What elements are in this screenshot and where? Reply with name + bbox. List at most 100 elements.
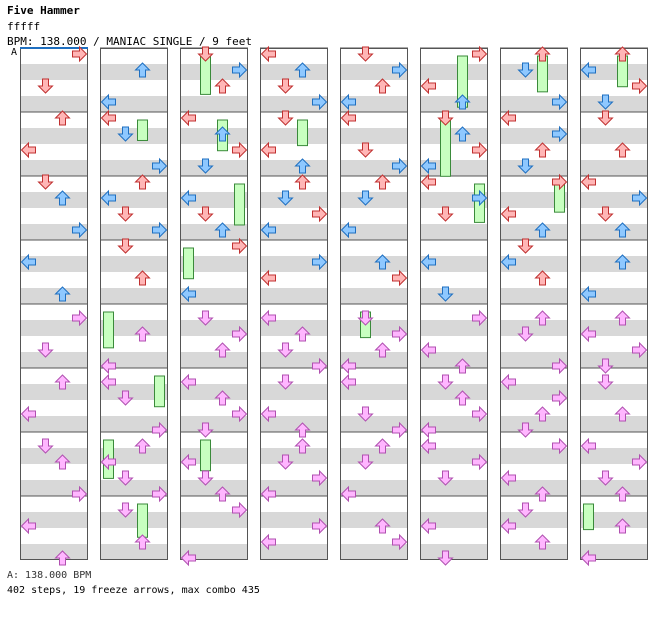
beat-stripe (20, 224, 88, 240)
beat-stripe (500, 384, 568, 400)
step-arrow (392, 157, 408, 175)
chart-info: BPM: 138.000 / MANIAC SINGLE / 9 feet (7, 35, 253, 48)
beat-stripe (340, 544, 408, 560)
step-arrow (420, 437, 436, 455)
column-border (100, 48, 168, 560)
step-arrow (500, 373, 516, 391)
step-arrow (72, 485, 88, 503)
beat-stripe (420, 96, 488, 112)
beat-stripe (580, 224, 648, 240)
step-arrow (294, 326, 311, 342)
step-arrow (20, 405, 36, 423)
beat-stripe (340, 160, 408, 176)
step-arrow (180, 189, 196, 207)
beat-stripe (420, 352, 488, 368)
beat-stripe (20, 320, 88, 336)
step-arrow (100, 93, 116, 111)
step-arrow (100, 357, 116, 375)
step-arrow (312, 517, 328, 535)
beat-stripe (340, 480, 408, 496)
step-arrow (420, 421, 436, 439)
step-arrow (534, 142, 551, 158)
freeze-arrow (583, 503, 594, 531)
beat-stripe (420, 128, 488, 144)
freeze-arrow (154, 375, 165, 408)
step-arrow (580, 173, 596, 191)
step-arrow (37, 342, 54, 358)
step-arrow (197, 422, 214, 438)
step-arrow (597, 206, 614, 222)
beat-stripe (100, 192, 168, 208)
beat-stripe (180, 96, 248, 112)
beat-stripe (180, 544, 248, 560)
step-arrow (552, 389, 568, 407)
beat-stripe (100, 64, 168, 80)
beat-stripe (260, 384, 328, 400)
beat-stripe (20, 288, 88, 304)
step-arrow (437, 206, 454, 222)
beat-stripe (180, 480, 248, 496)
bpm-marker: A (11, 47, 18, 58)
step-arrow (340, 485, 356, 503)
beat-stripe (100, 512, 168, 528)
step-arrow (500, 109, 516, 127)
beat-stripe (180, 384, 248, 400)
step-arrow (472, 453, 488, 471)
step-arrow (632, 341, 648, 359)
bpm-legend: A: 138.000 BPM (7, 570, 92, 581)
step-arrow (37, 78, 54, 94)
beat-stripe (580, 192, 648, 208)
beat-stripe (420, 224, 488, 240)
step-arrow (294, 174, 311, 190)
step-arrow (517, 158, 534, 174)
beat-stripe (340, 352, 408, 368)
beat-stripe (180, 288, 248, 304)
step-arrow (374, 518, 391, 534)
step-arrow (614, 46, 631, 62)
song-title: Five Hammer (7, 4, 80, 17)
column-border (180, 48, 248, 560)
step-arrow (232, 237, 248, 255)
step-arrow (534, 534, 551, 550)
step-arrow (597, 358, 614, 374)
beat-stripe (260, 256, 328, 272)
step-arrow (357, 454, 374, 470)
step-arrow (420, 173, 436, 191)
beat-stripe (420, 448, 488, 464)
beat-stripe (580, 128, 648, 144)
step-arrow (72, 45, 88, 63)
step-arrow (552, 173, 568, 191)
beat-stripe (100, 384, 168, 400)
step-arrow (454, 126, 471, 142)
step-arrow (260, 221, 276, 239)
beat-stripe (500, 96, 568, 112)
step-arrow (180, 109, 196, 127)
step-arrow (357, 310, 374, 326)
step-arrow (374, 342, 391, 358)
beat-stripe (260, 320, 328, 336)
beat-stripe (260, 192, 328, 208)
step-arrow (552, 125, 568, 143)
beat-stripe (260, 480, 328, 496)
beat-stripe (100, 288, 168, 304)
beat-stripe (580, 544, 648, 560)
beat-stripe (20, 192, 88, 208)
beat-stripe (340, 384, 408, 400)
beat-stripe (20, 480, 88, 496)
step-arrow (517, 502, 534, 518)
step-arrow (152, 485, 168, 503)
beat-stripe (180, 512, 248, 528)
beat-stripe (420, 192, 488, 208)
beat-stripe (100, 448, 168, 464)
column-border (500, 48, 568, 560)
step-arrow (340, 221, 356, 239)
beat-stripe (420, 160, 488, 176)
step-arrow (517, 422, 534, 438)
step-arrow (294, 438, 311, 454)
step-arrow (100, 453, 116, 471)
step-arrow (197, 46, 214, 62)
step-arrow (374, 174, 391, 190)
step-arrow (614, 254, 631, 270)
beat-stripe (500, 288, 568, 304)
